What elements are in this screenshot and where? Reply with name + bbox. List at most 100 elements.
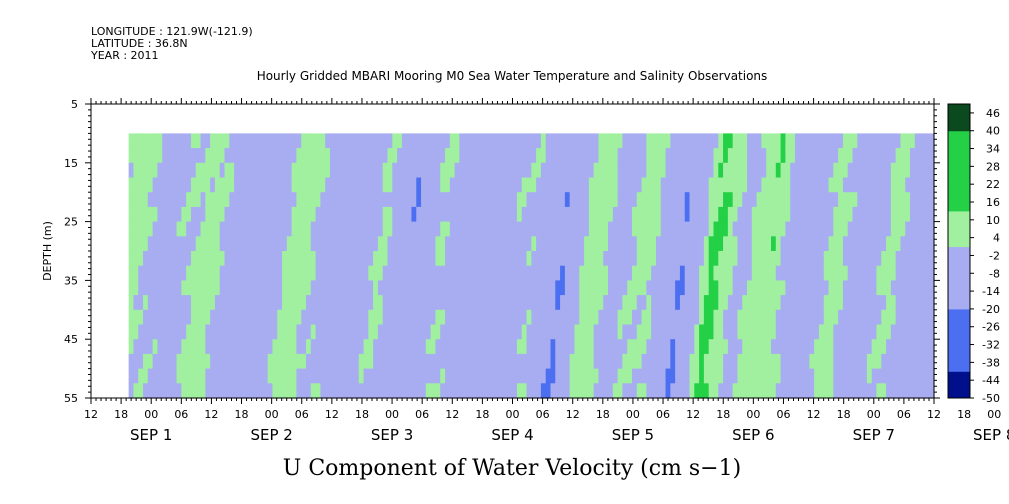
heatmap-cell	[411, 309, 417, 326]
heatmap-cell	[526, 339, 532, 355]
heatmap-cell	[732, 236, 739, 252]
heatmap-cell	[454, 309, 461, 326]
heatmap-cell	[732, 368, 739, 384]
heatmap-cell	[176, 265, 182, 281]
heatmap-cell	[483, 295, 489, 311]
heatmap-cell	[258, 206, 264, 223]
heatmap-cell	[560, 221, 566, 237]
colorbar-segment	[948, 112, 970, 123]
colorbar-segment	[948, 362, 970, 372]
x-date-label: SEP 3	[371, 426, 413, 444]
heatmap-cell	[862, 133, 868, 149]
x-hour-label: 00	[144, 408, 158, 421]
heatmap-cell	[373, 251, 379, 267]
heatmap-cell	[838, 177, 844, 193]
heatmap-cell	[833, 206, 839, 223]
heatmap-cell	[334, 133, 341, 149]
heatmap-cell	[526, 133, 532, 149]
heatmap-cell	[459, 206, 465, 223]
x-date-label: SEP 7	[853, 426, 895, 444]
heatmap-cell	[325, 295, 331, 311]
heatmap-cell	[253, 221, 259, 237]
heatmap-cell	[449, 236, 456, 252]
heatmap-cell	[267, 324, 274, 340]
heatmap-cell	[617, 148, 624, 164]
heatmap-cell	[329, 368, 336, 384]
heatmap-cell	[473, 236, 480, 252]
heatmap-cell	[416, 353, 422, 370]
heatmap-cell	[775, 251, 782, 267]
heatmap-cell	[742, 133, 748, 149]
heatmap-cell	[320, 177, 326, 193]
heatmap-cell	[655, 251, 662, 267]
heatmap-cell	[454, 148, 461, 164]
heatmap-cell	[449, 133, 456, 149]
heatmap-cell	[286, 133, 293, 149]
heatmap-cell	[569, 368, 576, 384]
x-hour-label: 18	[235, 408, 249, 421]
heatmap-cell	[512, 236, 518, 252]
heatmap-cell	[790, 177, 796, 193]
heatmap-cell	[344, 383, 350, 399]
heatmap-cell	[190, 309, 197, 326]
heatmap-cell	[478, 236, 484, 252]
heatmap-cell	[756, 133, 763, 149]
heatmap-cell	[564, 133, 571, 149]
heatmap-cell	[171, 368, 178, 384]
heatmap-cell	[775, 383, 782, 399]
heatmap-cell	[166, 177, 173, 193]
heatmap-cell	[866, 265, 873, 281]
heatmap-cell	[771, 162, 777, 179]
heatmap-cell	[430, 192, 437, 208]
heatmap-cell	[492, 383, 499, 399]
heatmap-cell	[373, 177, 379, 193]
heatmap-cell	[608, 265, 614, 281]
heatmap-cell	[756, 206, 763, 223]
heatmap-cell	[857, 265, 863, 281]
heatmap-cell	[890, 265, 897, 281]
heatmap-cell	[214, 148, 221, 164]
heatmap-cell	[531, 324, 537, 340]
heatmap-cell	[464, 206, 470, 223]
heatmap-cell	[190, 339, 197, 355]
heatmap-cell	[315, 324, 321, 340]
heatmap-cell	[205, 236, 211, 252]
heatmap-cell	[368, 295, 374, 311]
heatmap-cell	[655, 339, 662, 355]
heatmap-cell	[799, 383, 806, 399]
heatmap-cell	[838, 309, 844, 326]
heatmap-cell	[339, 148, 345, 164]
heatmap-cell	[804, 221, 810, 237]
heatmap-cell	[449, 265, 456, 281]
heatmap-cell	[852, 265, 858, 281]
heatmap-cell	[727, 265, 734, 281]
heatmap-cell	[459, 324, 465, 340]
heatmap-cell	[790, 206, 796, 223]
heatmap-cell	[775, 353, 782, 370]
heatmap-cell	[612, 192, 619, 208]
heatmap-cell	[684, 206, 691, 223]
heatmap-cell	[665, 265, 671, 281]
heatmap-cell	[253, 324, 259, 340]
heatmap-cell	[828, 309, 834, 326]
heatmap-cell	[675, 309, 681, 326]
heatmap-cell	[569, 324, 576, 340]
heatmap-cell	[684, 339, 691, 355]
heatmap-cell	[430, 148, 437, 164]
heatmap-cell	[771, 148, 777, 164]
heatmap-cell	[727, 368, 734, 384]
heatmap-cell	[689, 368, 695, 384]
heatmap-cell	[492, 192, 499, 208]
heatmap-cell	[468, 133, 475, 149]
heatmap-cell	[886, 162, 892, 179]
heatmap-cell	[794, 368, 801, 384]
heatmap-cell	[512, 368, 518, 384]
heatmap-cell	[248, 133, 254, 149]
heatmap-cell	[358, 251, 365, 267]
heatmap-cell	[157, 295, 163, 311]
heatmap-cell	[392, 383, 398, 399]
heatmap-cell	[435, 383, 441, 399]
heatmap-cell	[435, 339, 441, 355]
heatmap-cell	[799, 353, 806, 370]
heatmap-cell	[886, 309, 892, 326]
